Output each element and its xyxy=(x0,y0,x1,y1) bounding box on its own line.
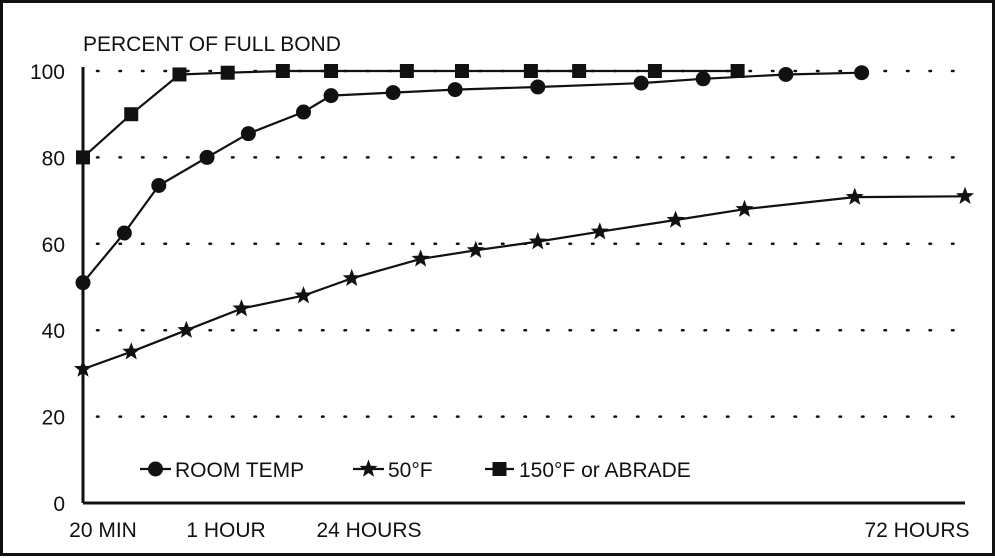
data-point-square xyxy=(124,107,139,122)
x-tick-label: 24 HOURS xyxy=(316,519,421,542)
data-point-circle xyxy=(296,104,311,120)
data-point-star xyxy=(232,299,251,317)
data-point-square xyxy=(172,67,187,82)
data-point-star xyxy=(411,249,430,267)
data-point-star xyxy=(122,342,141,360)
legend: ROOM TEMP 50°F 150°F or ABRADE xyxy=(140,459,691,482)
data-point-square xyxy=(523,64,538,78)
legend-item: 150°F or ABRADE xyxy=(485,459,691,482)
data-point-circle xyxy=(116,225,132,241)
y-axis-title: PERCENT OF FULL BOND xyxy=(83,33,341,56)
data-point-circle xyxy=(447,82,463,98)
data-point-square xyxy=(324,64,339,78)
data-point-square xyxy=(220,65,235,80)
bond-strength-chart: 0 20 40 60 80 100 20 MIN 1 HOUR 24 HOURS 72 HOURS… xyxy=(30,33,975,542)
x-tick-label: 20 MIN xyxy=(69,519,137,542)
data-point-star xyxy=(528,232,547,250)
legend-item: 50°F xyxy=(353,459,433,482)
data-point-square xyxy=(76,150,90,165)
data-point-star xyxy=(666,210,685,228)
data-point-square xyxy=(647,64,662,78)
y-tick-label: 80 xyxy=(42,147,65,170)
grid-lines xyxy=(95,69,967,418)
axes: 0 20 40 60 80 100 20 MIN 1 HOUR 24 HOURS 72 HOURS xyxy=(30,61,970,542)
series-line xyxy=(82,195,966,371)
data-point-circle xyxy=(199,149,215,165)
data-point-circle xyxy=(778,66,794,82)
data-point-square xyxy=(572,64,587,78)
data-point-circle xyxy=(323,88,339,104)
series-circle xyxy=(75,65,870,291)
data-point-circle xyxy=(385,85,401,101)
x-tick-label: 72 HOURS xyxy=(864,519,969,542)
data-point-square xyxy=(730,64,745,78)
legend-item: ROOM TEMP xyxy=(140,459,304,482)
legend-label: ROOM TEMP xyxy=(175,459,304,482)
y-tick-label: 0 xyxy=(53,493,65,516)
data-point-circle xyxy=(75,275,91,291)
series-star xyxy=(73,186,975,377)
data-point-square xyxy=(492,462,507,476)
data-point-circle xyxy=(240,126,256,142)
data-point-square xyxy=(399,64,414,78)
data-point-star xyxy=(845,187,864,205)
series-line xyxy=(82,71,862,284)
data-point-star xyxy=(590,222,609,240)
data-point-circle xyxy=(530,79,546,95)
series-layer xyxy=(73,64,975,377)
data-point-star xyxy=(359,459,378,477)
legend-label: 50°F xyxy=(388,459,433,482)
data-point-star xyxy=(177,320,196,338)
y-tick-label: 60 xyxy=(42,234,65,257)
y-tick-label: 40 xyxy=(42,320,65,343)
data-point-circle xyxy=(695,71,711,87)
data-point-star xyxy=(735,199,754,217)
data-point-circle xyxy=(151,177,167,193)
x-tick-label: 1 HOUR xyxy=(186,519,265,542)
data-point-star xyxy=(466,240,485,258)
data-point-star xyxy=(73,359,93,377)
y-tick-label: 20 xyxy=(42,407,65,430)
series-line xyxy=(82,69,738,159)
y-tick-label: 100 xyxy=(30,61,65,84)
data-point-square xyxy=(454,64,469,78)
legend-label: 150°F or ABRADE xyxy=(519,459,691,482)
data-point-star xyxy=(955,186,975,204)
data-point-star xyxy=(294,286,313,304)
series-square xyxy=(76,64,745,165)
data-point-circle xyxy=(148,461,163,477)
data-point-square xyxy=(275,64,290,78)
data-point-circle xyxy=(854,65,870,81)
data-point-star xyxy=(342,268,361,287)
data-point-circle xyxy=(633,75,649,91)
